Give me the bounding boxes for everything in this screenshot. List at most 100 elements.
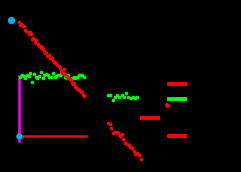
Point: [30, 38, 34, 40]
Point: [46, 54, 49, 57]
Point: [118, 135, 122, 137]
Point: [23, 28, 27, 31]
Point: [127, 96, 130, 98]
Point: [106, 93, 110, 96]
Point: [38, 45, 42, 47]
Point: [40, 77, 44, 80]
Point: [28, 71, 32, 74]
Point: [135, 152, 139, 154]
Point: [55, 63, 59, 66]
Point: [111, 132, 115, 135]
Point: [165, 104, 169, 106]
Point: [9, 19, 13, 22]
Point: [132, 149, 136, 152]
Point: [72, 82, 76, 84]
Point: [111, 99, 114, 101]
Point: [56, 74, 60, 77]
Point: [54, 62, 58, 65]
Point: [48, 56, 52, 59]
Point: [82, 76, 86, 79]
Point: [20, 74, 24, 76]
Point: [115, 131, 119, 133]
Point: [134, 153, 137, 156]
Point: [43, 51, 47, 54]
Point: [116, 132, 120, 135]
Point: [21, 24, 25, 27]
Point: [34, 39, 38, 42]
Point: [120, 132, 124, 135]
Point: [47, 76, 51, 79]
Point: [137, 154, 141, 157]
Point: [54, 74, 58, 77]
Point: [71, 83, 75, 85]
Point: [63, 75, 67, 78]
Point: [115, 94, 119, 96]
Point: [109, 126, 113, 129]
Point: [60, 72, 63, 75]
Point: [50, 57, 54, 60]
Point: [65, 77, 69, 79]
Point: [60, 72, 64, 74]
Point: [68, 77, 72, 80]
Point: [70, 82, 74, 84]
Point: [65, 75, 69, 78]
Point: [117, 96, 121, 99]
Point: [31, 37, 35, 40]
Point: [73, 77, 77, 79]
Point: [70, 77, 74, 79]
Point: [17, 134, 21, 137]
Point: [73, 85, 77, 88]
Point: [44, 73, 48, 76]
Point: [53, 75, 56, 78]
Point: [128, 145, 132, 148]
Point: [64, 75, 68, 78]
Point: [75, 76, 79, 79]
Point: [79, 91, 82, 94]
Point: [68, 77, 72, 80]
Point: [127, 144, 131, 147]
Point: [36, 42, 40, 45]
Point: [58, 66, 61, 69]
Point: [58, 73, 62, 76]
Point: [61, 72, 65, 74]
Point: [108, 94, 112, 97]
Point: [49, 75, 53, 78]
Point: [41, 47, 45, 50]
Point: [27, 32, 31, 35]
Point: [39, 47, 43, 50]
Point: [49, 56, 53, 59]
Point: [28, 31, 32, 33]
Point: [44, 52, 48, 54]
Point: [32, 73, 36, 76]
Point: [106, 122, 110, 124]
Point: [46, 74, 50, 77]
Point: [133, 96, 137, 99]
Point: [34, 76, 38, 79]
Point: [18, 76, 22, 78]
Point: [22, 25, 26, 28]
Point: [37, 74, 41, 77]
Point: [37, 44, 40, 47]
Point: [82, 95, 86, 98]
Point: [26, 30, 29, 33]
Point: [42, 50, 46, 53]
Point: [23, 77, 27, 79]
Point: [131, 95, 135, 98]
Point: [32, 37, 36, 40]
Point: [77, 74, 81, 77]
Point: [78, 88, 81, 91]
Point: [25, 30, 28, 33]
Point: [124, 91, 128, 94]
Point: [18, 24, 22, 27]
Point: [51, 71, 55, 74]
Point: [61, 72, 65, 75]
Point: [113, 130, 117, 133]
Point: [67, 74, 70, 77]
Point: [123, 142, 127, 145]
Point: [40, 46, 44, 48]
Point: [42, 73, 46, 76]
Point: [53, 61, 57, 64]
Point: [27, 75, 31, 78]
Point: [80, 74, 84, 77]
Point: [30, 80, 34, 83]
